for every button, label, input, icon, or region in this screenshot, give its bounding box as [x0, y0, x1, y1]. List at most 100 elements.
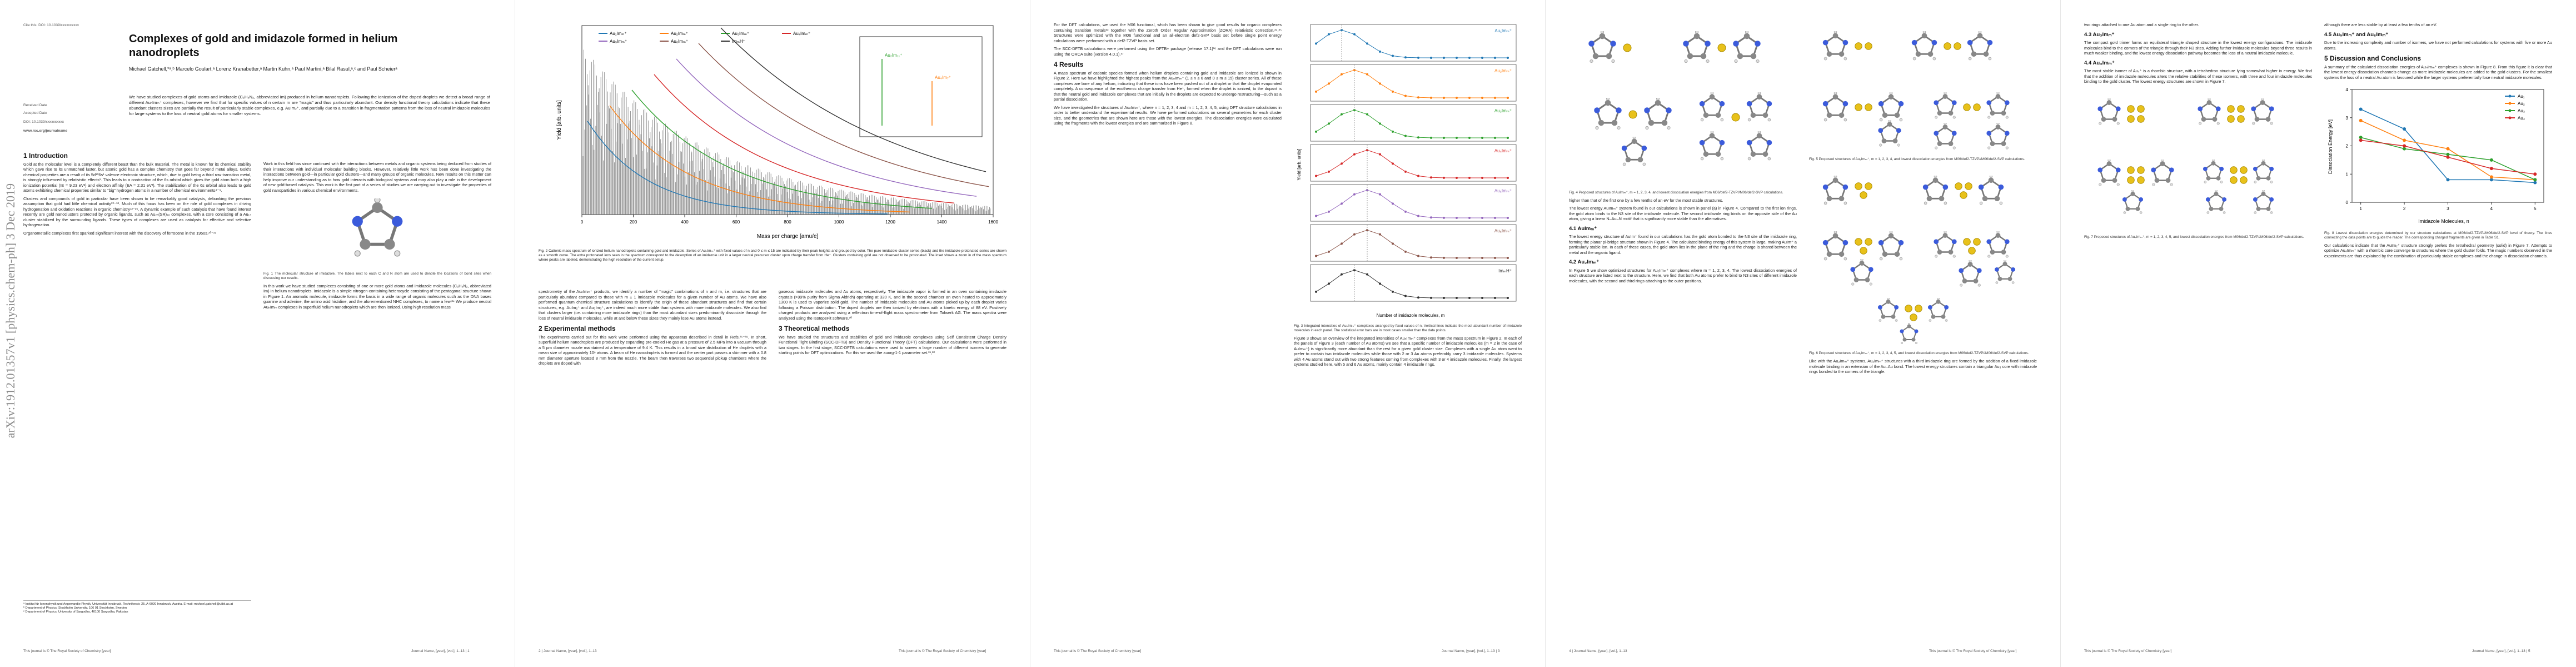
- x-tick-label: 1200: [885, 220, 895, 225]
- y-tick-label: 1: [2346, 172, 2349, 177]
- data-point: [2446, 147, 2450, 151]
- column: For the DFT calculations, we used the M0…: [1054, 22, 1282, 129]
- heading: 4 Results: [1054, 61, 1084, 68]
- series-line: [2360, 108, 2535, 183]
- series-envelope: [587, 121, 888, 215]
- caption: Fig. 1 The molecular structure of imidaz…: [263, 271, 491, 280]
- heading: 5 Discussion and Conclusions: [2324, 54, 2421, 62]
- heading: 4.5 Au₅Imₘ⁺ and Au₆Imₘ⁺: [2324, 31, 2389, 38]
- legend-marker: [2508, 116, 2512, 120]
- data-point: [2446, 155, 2450, 159]
- caption: Fig. 7 Proposed structures of Au₄Imₘ⁺, m…: [2084, 235, 2304, 239]
- data-point: [2446, 178, 2450, 182]
- data-point: [2359, 118, 2363, 122]
- data-point: [2403, 147, 2406, 151]
- paragraph: The lowest energy AuImₘ⁺ system found in…: [1569, 206, 1797, 221]
- footer: This journal is © The Royal Society of C…: [2084, 649, 2172, 653]
- data-point: [2446, 152, 2450, 156]
- abstract: We have studied complexes of gold atoms …: [129, 94, 490, 116]
- paragraph: A summary of the calculated dissociation…: [2324, 64, 2552, 80]
- figure-5: [1822, 31, 2010, 150]
- series-envelope: [609, 105, 910, 213]
- legend-marker: [2508, 109, 2512, 112]
- legend-label: Au₁Imₘ⁺: [610, 31, 627, 36]
- legend-label: Au₁: [2518, 94, 2525, 99]
- arxiv-label: arXiv:1912.01357v1 [physics.chem-ph] 3 D…: [3, 183, 17, 439]
- legend-label: Au₄Imₘ⁺: [793, 31, 810, 36]
- footer: Journal Name, [year], [vol.], 1–13 | 5: [2472, 649, 2530, 653]
- plot-frame: [2351, 89, 2544, 203]
- doi: DOI: 10.1039/xxxxxxxxxx: [23, 120, 64, 124]
- data-point: [2533, 178, 2537, 182]
- page-3: For the DFT calculations, we used the M0…: [1030, 0, 1546, 667]
- y-axis-label: Yield [arb. units]: [1297, 148, 1302, 180]
- footer: This journal is © The Royal Society of C…: [23, 649, 111, 653]
- heading: 1 Introduction: [23, 152, 68, 160]
- series-envelope: [631, 89, 933, 209]
- legend-label: Au₂Imₘ⁺: [671, 31, 688, 36]
- authors: Michael Gatchell,*ᵃ,ᵇ Marcelo Goulart,ᵃ …: [129, 66, 397, 72]
- x-axis-label: Number of imidazole molecules, m: [1377, 313, 1445, 318]
- caption: Fig. 2 Cationic mass spectrum of ionized…: [539, 249, 1007, 262]
- paragraph: In this work we have studied complexes c…: [263, 283, 491, 310]
- page-4: Fig. 4 Proposed structures of AuImₘ⁺, m …: [1546, 0, 2061, 667]
- footer: Journal Name, [year], [vol.], 1–13 | 1: [411, 649, 470, 653]
- paragraph: Organometallic complexes first sparked s…: [23, 230, 217, 236]
- panel-label: Au₄Imₘ⁺: [1494, 148, 1512, 153]
- footer: 4 | Journal Name, [year], [vol.], 1–13: [1569, 649, 1627, 653]
- column: 1 Introduction Gold at the molecular lev…: [23, 148, 251, 238]
- footer: This journal is © The Royal Society of C…: [899, 649, 986, 653]
- inset-label: Au₂Im₁₁⁺: [885, 53, 902, 58]
- x-tick-label: 1: [2359, 206, 2362, 211]
- heading: 4.3 Au₃Imₘ⁺: [2084, 31, 2115, 38]
- paragraph: Gold at the molecular level is a complet…: [23, 161, 251, 193]
- panel-label: ImₘH⁺: [1498, 268, 1512, 273]
- x-axis-label: Imidazole Molecules, n: [2418, 218, 2469, 224]
- panel-label: Au₃Imₘ⁺: [1494, 108, 1512, 113]
- legend-label: Au₃: [2518, 108, 2525, 113]
- column: Work in this field has since continued w…: [263, 161, 491, 312]
- panel-curve: [1316, 230, 1508, 258]
- legend-label: Au₂: [2518, 101, 2525, 106]
- footer: 2 | Journal Name, [year], [vol.], 1–13: [539, 649, 597, 653]
- paragraph: In Figure 5 we show optimized structures…: [1569, 267, 1797, 283]
- paragraph: The lowest energy structure of AuIm⁺ fou…: [1569, 234, 1797, 255]
- footer: This journal is © The Royal Society of C…: [1054, 649, 1142, 653]
- paragraph: For the DFT calculations, we used the M0…: [1054, 22, 1282, 43]
- panel-label: Au₁Imₘ⁺: [1494, 28, 1512, 33]
- data-point: [2403, 138, 2406, 142]
- column: Fig. 5 Proposed structures of Au₂Imₘ⁺, m…: [1809, 20, 2037, 377]
- x-axis-label: Mass per charge [amu/e]: [757, 233, 819, 240]
- figure-1: [263, 196, 491, 268]
- paragraph: two rings attached to one Au atom and a …: [2084, 22, 2199, 27]
- url: www.rsc.org/journalname: [23, 129, 68, 133]
- heading: 2 Experimental methods: [539, 325, 616, 332]
- spectrum: [582, 49, 991, 215]
- footer: Journal Name, [year], [vol.], 1–13 | 3: [1442, 649, 1500, 653]
- data-point: [2489, 167, 2493, 171]
- series-envelope: [654, 74, 955, 204]
- legend-label: Au₄: [2518, 116, 2525, 121]
- paragraph: A mass spectrum of cationic species form…: [1054, 70, 1282, 102]
- paragraph: Our calculations indicate that the AuIm₂…: [2324, 242, 2552, 258]
- x-tick-label: 200: [630, 220, 637, 225]
- legend-label: Au₃Imₘ⁺: [732, 31, 749, 36]
- data-point: [2359, 138, 2363, 142]
- column: Fig. 4 Proposed structures of AuImₘ⁺, m …: [1569, 20, 1797, 286]
- column: although there are less stable by at lea…: [2324, 22, 2552, 261]
- paragraph: The most stable isomer of Au₄⁺ is a rhom…: [2084, 68, 2312, 84]
- y-tick-label: 3: [2346, 116, 2349, 121]
- legend-label: Au₆Imₘ⁺: [671, 39, 688, 44]
- data-point: [2489, 178, 2493, 182]
- inset: [859, 36, 983, 137]
- data-point: [2403, 144, 2406, 148]
- paragraph: Like with the Au₂Imₘ⁺ systems, Au₃Imₘ⁺ s…: [1809, 359, 2037, 374]
- paragraph: The compact gold trimer forms an equilat…: [2084, 40, 2312, 56]
- panel-curve: [1316, 270, 1508, 298]
- footnote: ᵇ Department of Physics, Stockholm Unive…: [23, 606, 127, 610]
- figure-8: Imidazole Molecules, n Dissociation Ener…: [2328, 87, 2544, 224]
- x-tick-label: 1600: [988, 220, 998, 225]
- x-tick-label: 2: [2403, 206, 2406, 211]
- data-point: [2489, 158, 2493, 162]
- panel-curve: [1316, 29, 1508, 58]
